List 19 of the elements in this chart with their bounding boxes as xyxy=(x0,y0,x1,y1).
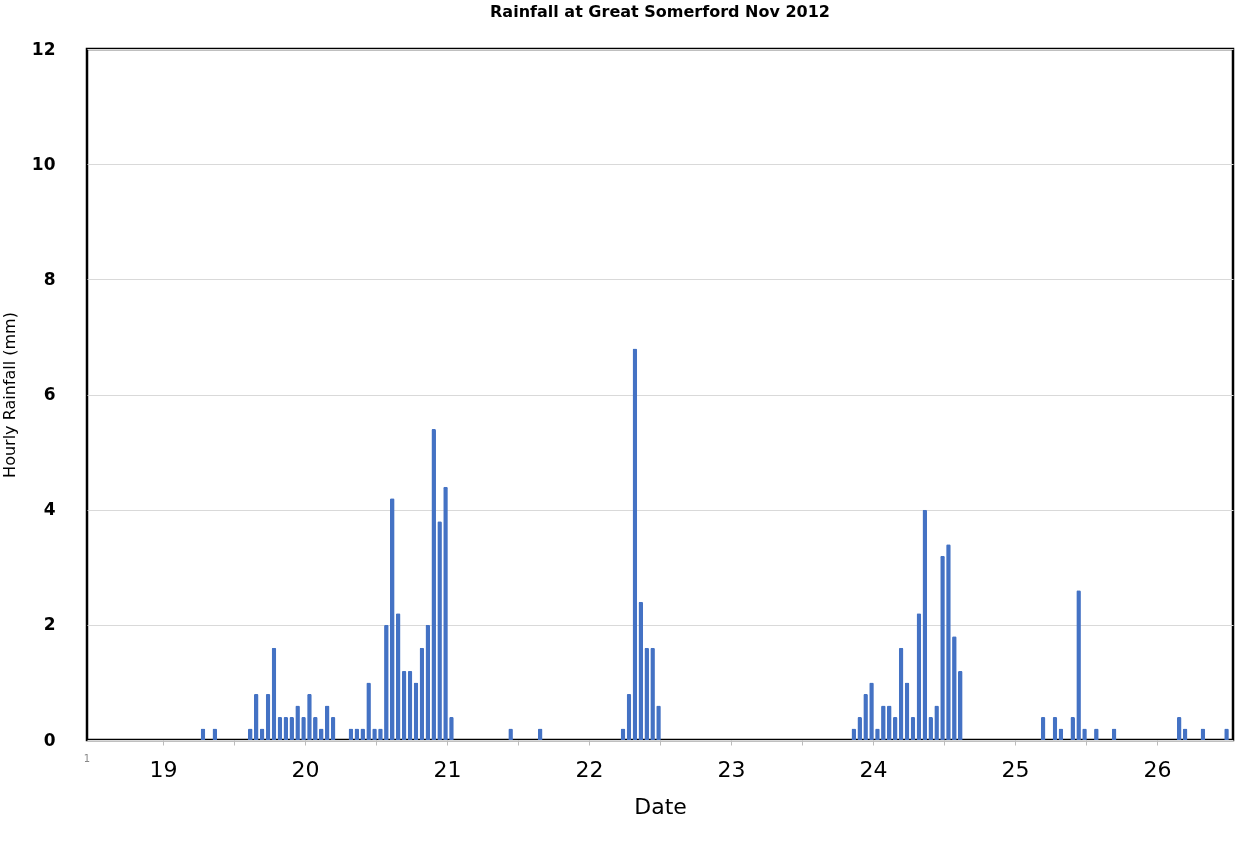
x-tick-label: 19 xyxy=(149,756,178,782)
x-tick-label: 24 xyxy=(859,756,888,782)
y-axis-title: Hourly Rainfall (mm) xyxy=(0,312,19,478)
x-tick-label: 20 xyxy=(291,756,320,782)
text: 1 xyxy=(83,753,91,764)
x-tick-label: 21 xyxy=(433,756,462,782)
y-tick-label: 10 xyxy=(31,153,56,174)
y-tick-label: 2 xyxy=(43,614,56,635)
x-tick-label: 26 xyxy=(1143,756,1172,782)
x-tick-label: 23 xyxy=(717,756,746,782)
x-tick-label: 25 xyxy=(1001,756,1030,782)
y-tick-label: 6 xyxy=(43,384,56,404)
y-tick-label: 12 xyxy=(31,38,56,59)
y-tick-label: 0 xyxy=(43,729,56,750)
y-tick-label: 8 xyxy=(43,268,56,289)
chart-title: Rainfall at Great Somerford Nov 2012 xyxy=(490,2,830,21)
y-tick-label: 4 xyxy=(43,499,56,520)
x-axis-title: Date xyxy=(634,793,687,819)
x-tick-label: 22 xyxy=(575,756,604,782)
